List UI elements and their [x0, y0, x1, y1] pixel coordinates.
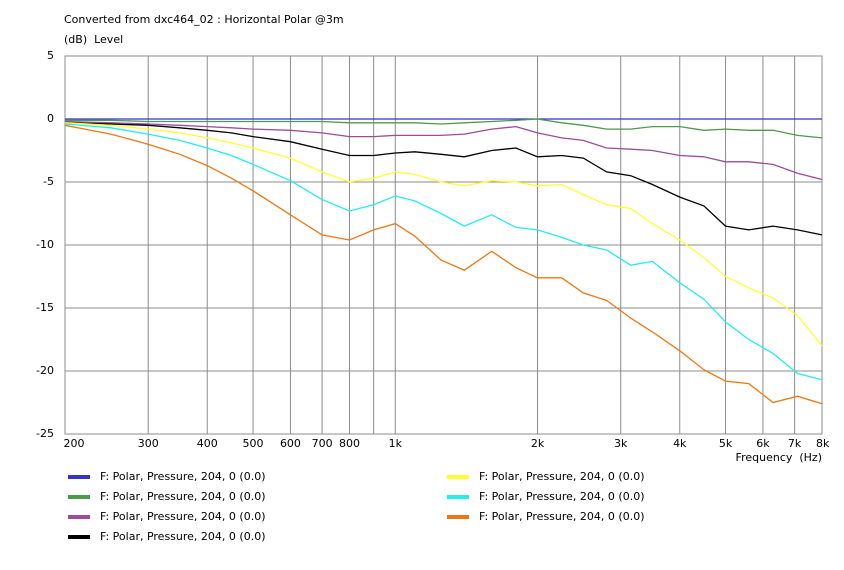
legend-label: F: Polar, Pressure, 204, 0 (0.0) — [479, 510, 644, 523]
x-tick-label: 200 — [64, 437, 85, 450]
x-tick-label: 3k — [614, 437, 628, 450]
x-tick-label: 1k — [389, 437, 403, 450]
legend-swatch — [68, 515, 90, 519]
series-line — [64, 124, 823, 405]
x-tick-label: 6k — [756, 437, 770, 450]
series-line — [64, 122, 823, 236]
legend-swatch — [68, 495, 90, 499]
legend-label: F: Polar, Pressure, 204, 0 (0.0) — [100, 470, 265, 483]
y-axis-label: (dB) Level — [64, 33, 123, 46]
x-tick-label: 600 — [280, 437, 301, 450]
chart-title: Converted from dxc464_02 : Horizontal Po… — [64, 13, 344, 26]
x-tick-label: 700 — [312, 437, 333, 450]
legend-swatch — [447, 515, 469, 519]
y-tick-label: -20 — [36, 364, 54, 377]
x-tick-label: 7k — [788, 437, 802, 450]
y-tick-label: -25 — [36, 427, 54, 440]
x-tick-label: 8k — [816, 437, 830, 450]
y-tick-label: 0 — [47, 112, 54, 125]
legend-label: F: Polar, Pressure, 204, 0 (0.0) — [100, 490, 265, 503]
series-line — [65, 118, 823, 139]
series-line — [64, 122, 823, 347]
legend-swatch — [68, 475, 90, 479]
legend-label: F: Polar, Pressure, 204, 0 (0.0) — [479, 490, 644, 503]
x-tick-label: 300 — [138, 437, 159, 450]
legend-swatch — [447, 495, 469, 499]
legend-swatch — [68, 535, 90, 539]
y-tick-label: -5 — [43, 175, 54, 188]
y-tick-label: -15 — [36, 301, 54, 314]
series-line — [64, 123, 823, 381]
legend-label: F: Polar, Pressure, 204, 0 (0.0) — [479, 470, 644, 483]
y-tick-label: 5 — [47, 49, 54, 62]
legend-label: F: Polar, Pressure, 204, 0 (0.0) — [100, 530, 265, 543]
series-line — [64, 120, 823, 181]
y-tick-label: -10 — [36, 238, 54, 251]
x-tick-label: 500 — [243, 437, 264, 450]
x-tick-label: 2k — [531, 437, 545, 450]
x-tick-label: 400 — [197, 437, 218, 450]
x-tick-label: 4k — [673, 437, 687, 450]
legend-label: F: Polar, Pressure, 204, 0 (0.0) — [100, 510, 265, 523]
x-tick-label: 5k — [719, 437, 733, 450]
x-axis-label: Frequency (Hz) — [736, 451, 822, 464]
legend-swatch — [447, 475, 469, 479]
x-tick-label: 800 — [339, 437, 360, 450]
